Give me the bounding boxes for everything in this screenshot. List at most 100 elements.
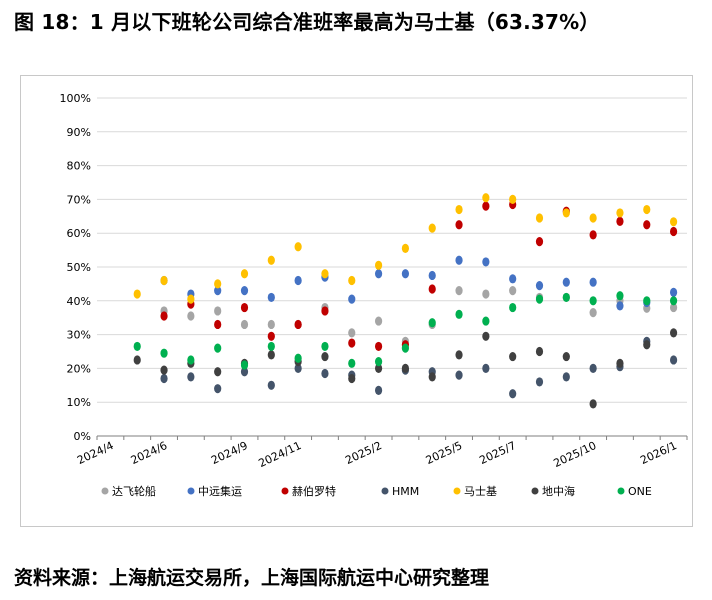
data-point-HMM xyxy=(294,363,302,373)
data-point-地中海 xyxy=(643,340,651,350)
data-point-马士基 xyxy=(267,255,275,265)
x-tick-label: 2025/10 xyxy=(551,439,598,470)
data-point-ONE xyxy=(267,341,275,352)
legend-marker xyxy=(617,487,625,495)
data-point-ONE xyxy=(401,343,410,353)
data-point-ONE xyxy=(455,309,463,319)
x-axis xyxy=(96,435,688,440)
data-point-马士基 xyxy=(374,260,383,270)
data-point-马士基 xyxy=(482,193,490,203)
data-point-HMM xyxy=(187,372,195,382)
x-tick-label: 2024/6 xyxy=(129,439,170,467)
data-point-ONE xyxy=(321,341,329,352)
data-point-中远集运 xyxy=(589,277,597,287)
data-point-马士基 xyxy=(428,223,436,233)
legend-label: 赫伯罗特 xyxy=(292,484,336,498)
legend-marker xyxy=(281,487,289,495)
data-point-ONE xyxy=(669,296,678,306)
data-point-HMM xyxy=(482,363,490,373)
data-point-中远集运 xyxy=(616,301,624,311)
data-point-马士基 xyxy=(589,213,597,223)
data-point-中远集运 xyxy=(214,286,222,296)
data-point-达飞轮船 xyxy=(267,319,275,330)
legend: 达飞轮船 中远集运 赫伯罗特 HMM 马士基 地中海 ONE xyxy=(101,484,652,498)
data-point-马士基 xyxy=(535,213,544,223)
data-point-HMM xyxy=(509,389,517,399)
data-point-地中海 xyxy=(562,351,570,362)
data-point-地中海 xyxy=(348,373,356,384)
data-point-达飞轮船 xyxy=(214,306,222,316)
legend-label: 地中海 xyxy=(542,484,575,498)
data-point-马士基 xyxy=(240,269,249,279)
data-point-赫伯罗特 xyxy=(455,220,463,230)
legend-label: ONE xyxy=(628,485,652,498)
data-point-赫伯罗特 xyxy=(348,338,356,348)
chart-container: 0% 10% 20% 30% 40% 50% 60% 70% 80% 90% 100% 2024/4… xyxy=(20,75,693,527)
legend-marker xyxy=(531,487,539,495)
data-point-地中海 xyxy=(455,350,463,360)
data-point-HMM xyxy=(374,385,383,395)
data-point-赫伯罗特 xyxy=(589,230,597,240)
y-tick-label: 80% xyxy=(67,160,91,173)
data-point-马士基 xyxy=(669,217,678,227)
data-point-马士基 xyxy=(321,269,329,279)
data-point-马士基 xyxy=(455,204,463,215)
data-point-马士基 xyxy=(616,208,624,218)
data-point-中远集运 xyxy=(669,287,678,297)
data-point-马士基 xyxy=(187,294,195,304)
legend-label: 中远集运 xyxy=(198,484,242,498)
data-point-中远集运 xyxy=(240,286,249,296)
x-tick-label: 2025/2 xyxy=(343,439,384,467)
scatter-chart: 0% 10% 20% 30% 40% 50% 60% 70% 80% 90% 100% 2024/4… xyxy=(60,92,688,498)
x-tick-label: 2026/1 xyxy=(638,439,679,467)
data-point-赫伯罗特 xyxy=(428,284,436,294)
data-point-HMM xyxy=(240,367,249,377)
data-point-达飞轮船 xyxy=(669,302,678,313)
data-point-赫伯罗特 xyxy=(643,220,651,230)
data-point-ONE xyxy=(428,318,436,328)
data-point-中远集运 xyxy=(401,269,410,279)
x-tick-label: 2024/9 xyxy=(209,439,250,467)
data-point-HMM xyxy=(321,368,329,379)
data-point-赫伯罗特 xyxy=(535,237,544,247)
data-point-达飞轮船 xyxy=(187,311,195,321)
data-point-赫伯罗特 xyxy=(160,311,168,321)
data-point-ONE xyxy=(160,348,168,358)
data-point-ONE xyxy=(348,358,356,368)
data-point-赫伯罗特 xyxy=(321,306,329,316)
data-point-中远集运 xyxy=(428,270,436,281)
data-point-地中海 xyxy=(509,351,517,362)
y-tick-label: 40% xyxy=(67,295,91,308)
legend-marker xyxy=(453,487,461,495)
x-tick-label: 2025/7 xyxy=(477,439,518,467)
figure-title: 图 18：1 月以下班轮公司综合准班率最高为马士基（63.37%） xyxy=(14,10,600,34)
data-point-地中海 xyxy=(214,367,222,377)
y-tick-label: 0% xyxy=(74,430,91,443)
data-point-赫伯罗特 xyxy=(482,201,490,211)
data-point-赫伯罗特 xyxy=(294,319,302,330)
data-point-HMM xyxy=(214,384,222,394)
data-point-地中海 xyxy=(616,358,624,368)
data-point-地中海 xyxy=(482,331,490,341)
y-tick-label: 20% xyxy=(67,362,91,375)
x-tick-label: 2024/4 xyxy=(75,439,116,467)
data-point-ONE xyxy=(643,296,651,306)
source-note: 资料来源：上海航运交易所，上海国际航运中心研究整理 xyxy=(14,567,490,589)
data-point-赫伯罗特 xyxy=(616,216,624,226)
data-point-中远集运 xyxy=(374,269,383,279)
y-tick-label: 50% xyxy=(67,261,91,274)
x-axis-ticks: 2024/4 2024/6 2024/9 2024/11 2025/2 2025/5 202… xyxy=(75,439,679,470)
legend-label: HMM xyxy=(392,485,419,498)
data-point-赫伯罗特 xyxy=(240,302,249,313)
data-point-ONE xyxy=(240,360,249,370)
data-point-HMM xyxy=(535,377,544,387)
data-point-达飞轮船 xyxy=(240,319,249,330)
x-tick-label: 2024/11 xyxy=(256,439,303,470)
data-point-中远集运 xyxy=(348,294,356,304)
y-tick-label: 100% xyxy=(60,92,91,105)
data-point-ONE xyxy=(535,294,544,304)
data-point-ONE xyxy=(616,291,624,301)
data-point-地中海 xyxy=(589,399,597,409)
legend-marker xyxy=(381,487,389,495)
data-point-达飞轮船 xyxy=(348,328,356,338)
